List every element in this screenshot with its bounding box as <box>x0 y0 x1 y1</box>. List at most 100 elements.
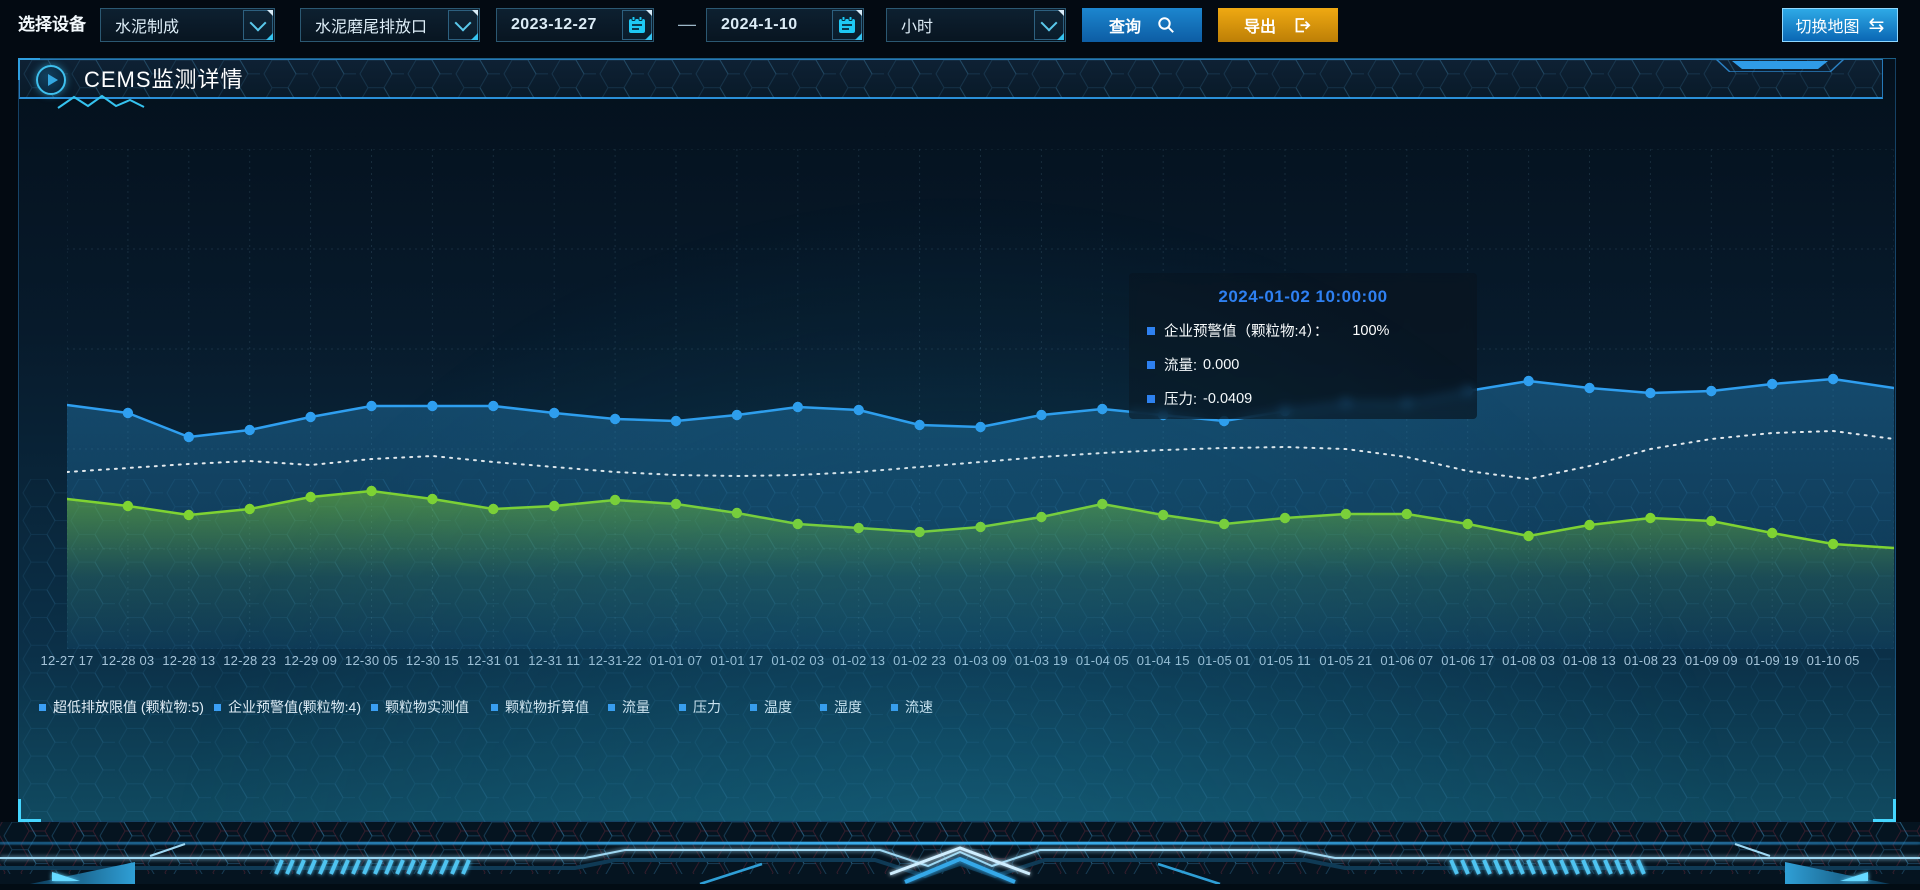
tooltip-row: 流量: 0.000 <box>1147 354 1459 375</box>
x-axis-label: 01-08 13 <box>1563 653 1616 668</box>
legend-label: 温度 <box>764 699 792 715</box>
series-marker-icon <box>1147 326 1155 335</box>
x-axis-label: 12-31 01 <box>466 653 520 668</box>
device-select-label: 选择设备 <box>18 15 86 34</box>
series-marker-icon <box>1147 394 1155 403</box>
device-select[interactable]: 水泥制成 <box>100 8 275 42</box>
legend-marker-icon <box>491 703 498 711</box>
legend-marker-icon <box>891 703 898 711</box>
zigzag-decoration <box>57 94 145 109</box>
date-range-separator: — <box>678 14 696 34</box>
legend-item[interactable]: 流速 <box>891 697 933 717</box>
query-button-label: 查询 <box>1108 19 1141 36</box>
x-axis-label: 01-03 19 <box>1014 653 1068 668</box>
chart-plot[interactable] <box>65 148 1896 650</box>
chart-legend: 超低排放限值 (颗粒物:5) 企业预警值(颗粒物:4) 颗粒物实测值 颗粒物折算值 流量… <box>19 697 1895 717</box>
x-axis-label: 01-08 23 <box>1623 653 1677 668</box>
x-axis-label: 12-30 15 <box>405 653 459 668</box>
tooltip-row: 企业预警值（颗粒物:4）： 100% <box>1147 320 1459 341</box>
x-axis-label: 01-02 03 <box>771 653 825 668</box>
legend-item[interactable]: 压力 <box>679 697 721 717</box>
x-axis-label: 01-01 17 <box>710 653 764 668</box>
x-axis: 12-27 17 12-28 03 12-28 13 12-28 23 12-29 09… <box>41 653 1894 671</box>
panel-header: CEMS监测详情 <box>19 59 1883 109</box>
switch-map-label: 切换地图 <box>1795 19 1860 36</box>
legend-marker-icon <box>679 703 686 711</box>
legend-label: 流量 <box>622 699 650 715</box>
tooltip-value: 100% <box>1352 322 1390 339</box>
end-date-picker[interactable]: 2024-1-10 <box>706 8 864 42</box>
tooltip-label: 流量: <box>1164 358 1198 374</box>
query-button[interactable]: 查询 <box>1082 8 1202 42</box>
legend-label: 颗粒物折算值 <box>505 699 589 715</box>
x-axis-label: 01-01 07 <box>649 653 703 668</box>
chevron-down-icon[interactable] <box>448 10 478 40</box>
x-axis-label: 01-04 15 <box>1136 653 1190 668</box>
x-axis-label: 01-09 09 <box>1684 653 1738 668</box>
legend-item[interactable]: 温度 <box>750 697 792 717</box>
search-icon <box>1158 17 1174 33</box>
x-axis-label: 01-06 17 <box>1441 653 1495 668</box>
page-title: CEMS监测详情 <box>84 67 244 92</box>
chart-tooltip: 2024-01-02 10:00:00 企业预警值（颗粒物:4）： 100% 流… <box>1129 273 1477 419</box>
legend-item[interactable]: 颗粒物折算值 <box>491 697 589 717</box>
legend-item[interactable]: 颗粒物实测值 <box>371 697 469 717</box>
legend-item[interactable]: 超低排放限值 (颗粒物:5) <box>39 697 204 717</box>
legend-marker-icon <box>371 703 378 711</box>
device-select-value: 水泥制成 <box>115 19 180 36</box>
panel-corner-decoration <box>1873 799 1896 822</box>
x-axis-label: 01-04 05 <box>1075 653 1129 668</box>
play-icon[interactable] <box>36 65 66 95</box>
calendar-icon[interactable] <box>622 10 652 40</box>
switch-map-button[interactable]: 切换地图 ⇆ <box>1782 8 1898 42</box>
x-axis-label: 01-05 21 <box>1319 653 1373 668</box>
outlet-select-value: 水泥磨尾排放口 <box>315 19 428 36</box>
x-axis-label: 12-30 05 <box>345 653 398 668</box>
calendar-icon-glyph <box>839 16 855 33</box>
x-axis-label: 12-31 11 <box>528 653 581 668</box>
swap-arrows-icon: ⇆ <box>1868 14 1885 36</box>
x-axis-label: 01-05 11 <box>1259 653 1311 668</box>
header-notch-decoration <box>1716 59 1844 72</box>
chevron-down-icon[interactable] <box>1034 10 1064 40</box>
calendar-icon[interactable] <box>832 10 862 40</box>
legend-item[interactable]: 企业预警值(颗粒物:4) <box>214 697 361 717</box>
export-button[interactable]: 导出 <box>1218 8 1338 42</box>
x-axis-label: 12-28 03 <box>101 653 155 668</box>
legend-label: 流速 <box>905 699 933 715</box>
legend-item[interactable]: 湿度 <box>820 697 862 717</box>
end-date-value: 2024-1-10 <box>721 16 798 33</box>
cems-panel: CEMS监测详情 <box>18 58 1896 823</box>
legend-label: 压力 <box>693 699 721 715</box>
tooltip-timestamp: 2024-01-02 10:00:00 <box>1218 287 1388 306</box>
chevron-down-icon[interactable] <box>243 10 273 40</box>
export-icon <box>1295 18 1311 33</box>
tooltip-value: -0.0409 <box>1203 390 1253 407</box>
legend-label: 湿度 <box>834 699 862 715</box>
tooltip-value: 0.000 <box>1203 356 1240 373</box>
legend-marker-icon <box>820 703 827 711</box>
tooltip-label: 压力: <box>1164 392 1198 408</box>
interval-select-value: 小时 <box>901 19 934 36</box>
outlet-select[interactable]: 水泥磨尾排放口 <box>300 8 480 42</box>
x-axis-label: 12-29 09 <box>284 653 338 668</box>
tooltip-label: 企业预警值（颗粒物:4）： <box>1164 324 1329 340</box>
x-axis-label: 01-03 09 <box>954 653 1007 668</box>
x-axis-label: 12-28 13 <box>162 653 216 668</box>
legend-item[interactable]: 流量 <box>608 697 650 717</box>
start-date-picker[interactable]: 2023-12-27 <box>496 8 654 42</box>
export-button-label: 导出 <box>1243 19 1276 36</box>
x-axis-label: 01-10 05 <box>1806 653 1860 668</box>
interval-select[interactable]: 小时 <box>886 8 1066 42</box>
start-date-value: 2023-12-27 <box>511 16 597 33</box>
legend-marker-icon <box>608 703 615 711</box>
toolbar: 选择设备 水泥制成 水泥磨尾排放口 2023-12-27 — <box>0 0 1920 50</box>
x-axis-label: 01-09 19 <box>1745 653 1799 668</box>
x-axis-label: 01-02 23 <box>893 653 947 668</box>
panel-corner-decoration <box>18 799 41 822</box>
legend-label: 超低排放限值 (颗粒物:5) <box>53 699 204 715</box>
series-marker-icon <box>1147 360 1155 369</box>
calendar-icon-glyph <box>629 16 645 33</box>
x-axis-label: 12-28 23 <box>223 653 277 668</box>
